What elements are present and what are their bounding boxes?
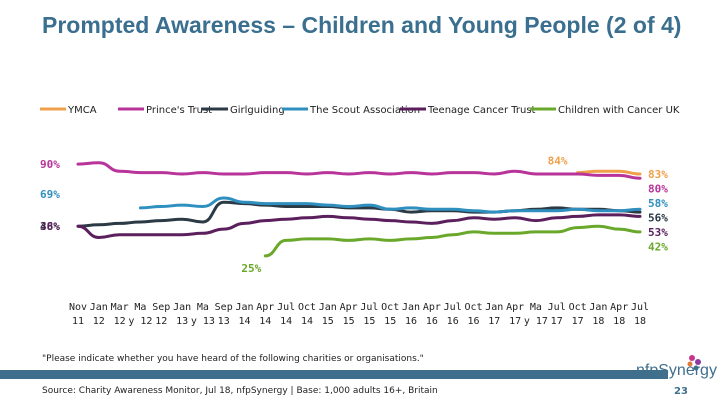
x-tick-top: Oct [464, 302, 482, 313]
x-tick-bottom: 17 [572, 316, 584, 327]
x-tick-top: Oct [569, 302, 587, 313]
data-label-children-with-cancer-uk-below: 25% [241, 262, 261, 275]
x-tick-top: Apr [423, 302, 441, 313]
legend-label-teenage-cancer-trust: Teenage Cancer Trust [427, 105, 536, 116]
x-tick-bottom: 14 [238, 316, 250, 327]
x-tick-bottom: 12 [155, 316, 167, 327]
x-tick-bottom: 13 [176, 316, 188, 327]
x-tick-top: Oct [381, 302, 399, 313]
legend-label-the-scout-association: The Scout Association [309, 105, 420, 116]
x-tick-top: Apr [610, 302, 628, 313]
x-tick-bottom: 16 [467, 316, 479, 327]
x-tick-top: Jan [589, 302, 607, 313]
x-tick-top: Jan [173, 302, 191, 313]
x-tick-bottom: 16 [447, 316, 459, 327]
series-lines [76, 161, 642, 258]
x-tick-bottom: y 17 [524, 316, 548, 327]
data-label-girlguiding-left: 46% [40, 220, 60, 233]
footer-bar [0, 370, 668, 379]
legend-label-children-with-cancer-uk: Children with Cancer UK [558, 105, 680, 116]
x-tick-top: Jan [319, 302, 337, 313]
data-label-the-scout-association-left: 69% [40, 188, 60, 201]
x-tick-bottom: 17 [551, 316, 563, 327]
awareness-line-chart: YMCA Prince's Trust Girlguiding The Scout A… [40, 105, 680, 327]
chart-legend: YMCA Prince's Trust Girlguiding The Scout A… [40, 105, 680, 116]
x-tick-bottom: 15 [322, 316, 334, 327]
x-tick-bottom: 15 [384, 316, 396, 327]
x-tick-bottom: 14 [259, 316, 271, 327]
x-tick-top: Ma [530, 302, 542, 313]
x-tick-bottom: 17 [509, 316, 521, 327]
series-line-prince-s-trust [76, 161, 642, 180]
data-label-prince-s-trust-left: 90% [40, 158, 60, 171]
x-tick-top: Ma [134, 302, 146, 313]
x-tick-bottom: y 12 [128, 316, 152, 327]
x-tick-top: Jul [360, 302, 378, 313]
x-tick-top: Jan [235, 302, 253, 313]
data-label-children-with-cancer-uk-right: 42% [648, 241, 668, 254]
data-label-the-scout-association-right: 58% [648, 197, 668, 210]
survey-question: "Please indicate whether you have heard … [42, 354, 424, 364]
data-label-prince-s-trust-right: 80% [648, 183, 668, 196]
x-tick-top: Apr [506, 302, 524, 313]
page-number: 23 [674, 386, 688, 397]
x-tick-top: Sep [215, 302, 233, 313]
legend-label-prince-s-trust: Prince's Trust [146, 105, 212, 116]
x-tick-bottom: 18 [592, 316, 604, 327]
data-label-teenage-cancer-trust-right: 53% [648, 226, 668, 239]
series-line-the-scout-association [138, 196, 642, 214]
x-tick-bottom: 16 [426, 316, 438, 327]
data-label-ymca-above: 84% [548, 155, 568, 168]
legend-label-ymca: YMCA [67, 105, 97, 116]
x-tick-top: Sep [152, 302, 170, 313]
data-labels: 90% 69% 46%38% 25% 84% 83% 80%58% 56%53% 42% [40, 155, 668, 275]
x-tick-bottom: 16 [405, 316, 417, 327]
x-tick-top: Ma [197, 302, 209, 313]
data-label-teenage-cancer-trust-left: 38% [40, 220, 60, 233]
x-tick-top: Jul [277, 302, 295, 313]
x-tick-bottom: 18 [634, 316, 646, 327]
x-tick-bottom: 14 [280, 316, 292, 327]
series-line-ymca [576, 169, 642, 176]
x-tick-bottom: 13 [218, 316, 230, 327]
x-tick-top: Jul [548, 302, 566, 313]
series-line-girlguiding [76, 200, 642, 228]
x-tick-bottom: 17 [488, 316, 500, 327]
x-tick-top: Jan [90, 302, 108, 313]
x-tick-top: Jul [444, 302, 462, 313]
x-tick-bottom: y 13 [191, 316, 215, 327]
x-tick-bottom: 12 [93, 316, 105, 327]
x-tick-top: Nov [69, 302, 87, 313]
logo-text: nfpSynergy [636, 362, 717, 379]
legend-label-girlguiding: Girlguiding [230, 105, 285, 116]
nfpsynergy-logo-icon [687, 355, 701, 371]
x-tick-top: Jan [485, 302, 503, 313]
x-tick-top: Apr [340, 302, 358, 313]
x-tick-bottom: 12 [114, 316, 126, 327]
x-tick-bottom: 15 [363, 316, 375, 327]
x-tick-bottom: 14 [301, 316, 313, 327]
x-tick-bottom: 15 [343, 316, 355, 327]
x-tick-top: Apr [256, 302, 274, 313]
x-tick-bottom: 11 [72, 316, 84, 327]
page-title: Prompted Awareness – Children and Young … [42, 12, 682, 38]
x-tick-top: Jul [631, 302, 649, 313]
source-note: Source: Charity Awareness Monitor, Jul 1… [42, 386, 438, 396]
x-tick-top: Oct [298, 302, 316, 313]
data-label-ymca-right: 83% [648, 168, 668, 181]
x-tick-top: Mar [111, 302, 129, 313]
series-line-children-with-cancer-uk [263, 224, 642, 258]
x-tick-top: Jan [402, 302, 420, 313]
x-tick-bottom: 18 [613, 316, 625, 327]
series-line-teenage-cancer-trust [76, 213, 642, 240]
data-label-girlguiding-right: 56% [648, 212, 668, 225]
